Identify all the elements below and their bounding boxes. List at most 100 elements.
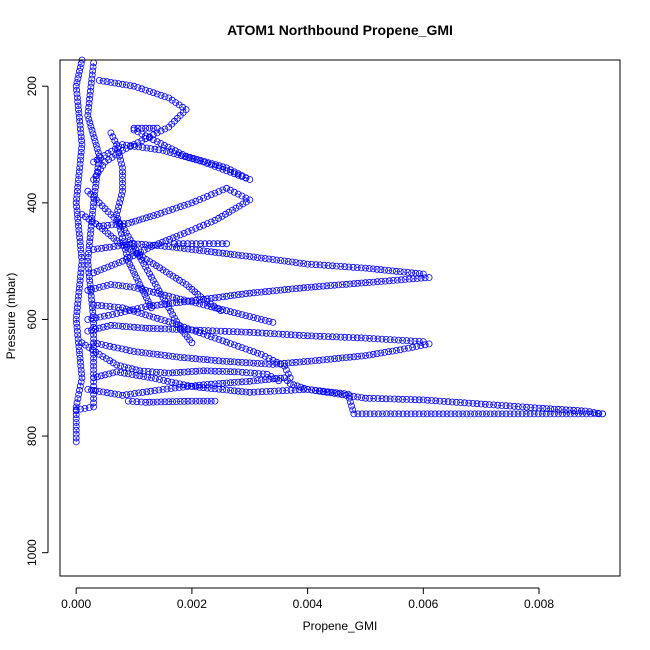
- data-point: [122, 323, 130, 331]
- data-point: [282, 366, 290, 374]
- data-point: [142, 263, 150, 271]
- data-point: [72, 411, 80, 419]
- data-point: [471, 410, 479, 418]
- data-point: [77, 378, 85, 386]
- data-point: [138, 256, 146, 264]
- data-point: [126, 261, 134, 268]
- data-point: [153, 211, 161, 218]
- data-point: [283, 387, 291, 394]
- data-point: [85, 343, 93, 351]
- data-point: [386, 395, 394, 403]
- data-point: [75, 222, 82, 230]
- data-point: [341, 263, 349, 271]
- data-point: [115, 218, 122, 226]
- data-point: [188, 339, 196, 347]
- data-point: [119, 80, 126, 88]
- data-point: [104, 221, 111, 229]
- data-point: [385, 277, 393, 285]
- data-point: [171, 314, 178, 322]
- data-point: [90, 335, 97, 343]
- data-point: [287, 386, 295, 394]
- data-point: [119, 183, 126, 191]
- data-point: [311, 283, 319, 291]
- data-point: [77, 358, 84, 366]
- data-point: [184, 245, 192, 253]
- data-point: [365, 278, 373, 286]
- data-point: [78, 137, 85, 145]
- data-point: [225, 328, 233, 335]
- data-point: [115, 148, 122, 156]
- data-point: [171, 384, 179, 392]
- data-point: [523, 403, 530, 411]
- data-point: [90, 158, 97, 166]
- data-point: [105, 156, 112, 164]
- data-point: [184, 382, 192, 390]
- data-point: [73, 312, 80, 320]
- data-point: [119, 187, 126, 195]
- data-point: [88, 315, 96, 323]
- data-point: [187, 382, 195, 390]
- data-point: [122, 249, 130, 257]
- data-point: [196, 397, 204, 405]
- data-point: [94, 373, 101, 381]
- data-point: [90, 134, 98, 142]
- data-point: [124, 257, 132, 265]
- data-point: [436, 397, 444, 405]
- data-point: [439, 410, 447, 418]
- data-point: [161, 351, 169, 359]
- data-point: [85, 103, 93, 111]
- data-point: [211, 380, 219, 388]
- data-point: [74, 98, 82, 106]
- data-point: [75, 347, 83, 355]
- data-point: [153, 283, 161, 291]
- data-point: [126, 323, 134, 331]
- data-point: [328, 262, 336, 270]
- data-point: [118, 160, 125, 168]
- data-point: [147, 243, 155, 251]
- data-point: [215, 367, 223, 375]
- data-point: [210, 240, 218, 248]
- data-point: [92, 172, 100, 180]
- data-point: [91, 137, 99, 145]
- data-point: [192, 296, 200, 304]
- data-point: [173, 244, 180, 251]
- data-point: [85, 99, 93, 107]
- data-point: [315, 283, 323, 290]
- data-point: [123, 391, 130, 399]
- data-point: [90, 395, 97, 403]
- data-point: [103, 78, 111, 86]
- data-point: [296, 259, 304, 267]
- series-line: [93, 129, 250, 180]
- y-tick-label: 400: [25, 193, 39, 213]
- data-point: [227, 186, 234, 194]
- data-point: [223, 292, 231, 300]
- data-point: [86, 234, 94, 242]
- data-point: [419, 410, 427, 418]
- data-point: [149, 277, 157, 285]
- data-point: [76, 234, 84, 242]
- data-point: [149, 124, 157, 132]
- data-point: [180, 245, 188, 252]
- data-point: [122, 81, 130, 89]
- data-point: [87, 79, 95, 87]
- data-point: [72, 434, 80, 442]
- data-point: [526, 410, 534, 418]
- data-point: [111, 260, 119, 268]
- data-point: [227, 250, 234, 258]
- data-point: [93, 145, 101, 153]
- series-18: [107, 129, 155, 312]
- data-point: [72, 426, 80, 434]
- data-point: [72, 403, 80, 411]
- data-point: [175, 149, 183, 157]
- data-point: [90, 378, 97, 386]
- data-point: [223, 368, 231, 375]
- data-point: [230, 341, 238, 349]
- data-point: [124, 232, 132, 240]
- data-point: [151, 145, 159, 153]
- data-point: [138, 137, 146, 145]
- data-point: [254, 377, 261, 384]
- data-point: [119, 179, 126, 187]
- data-point: [242, 369, 250, 377]
- data-point: [144, 266, 151, 274]
- data-point: [346, 280, 354, 288]
